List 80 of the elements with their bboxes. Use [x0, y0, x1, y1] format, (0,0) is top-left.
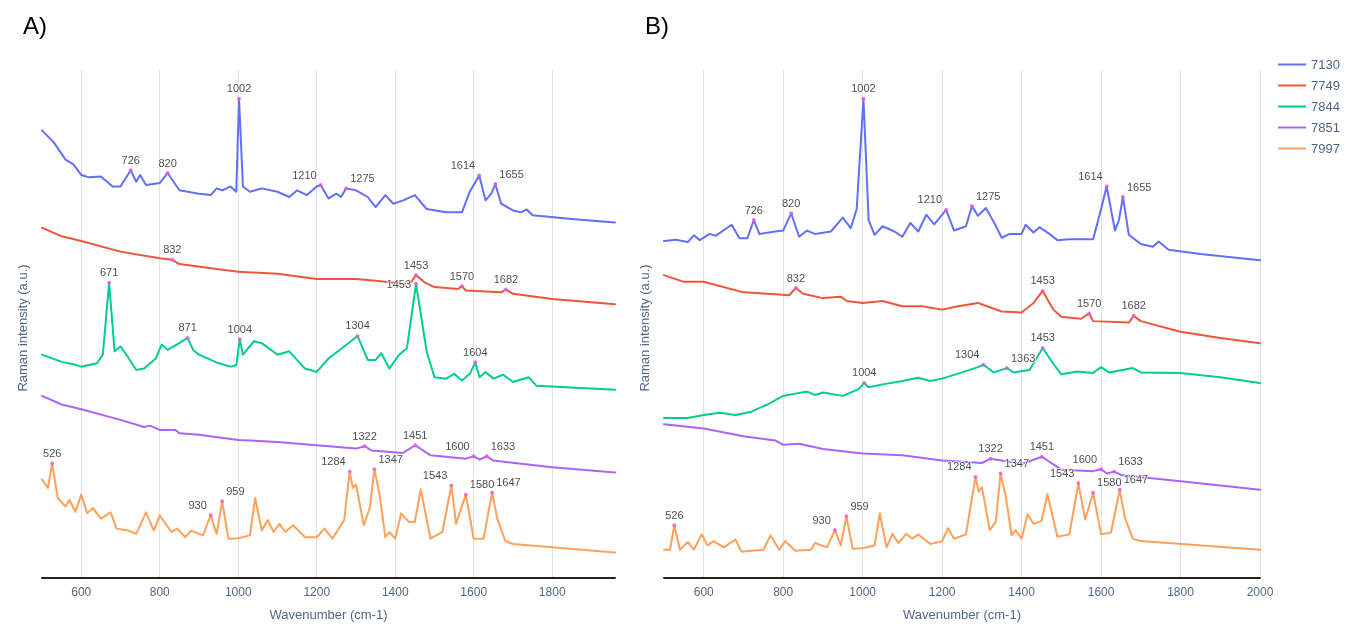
annotation: 1614: [450, 158, 476, 171]
x-tick-label: 1000: [224, 585, 252, 599]
annotation: 959: [226, 484, 245, 497]
annotation: 1580: [1097, 476, 1122, 489]
annotation: 1284: [947, 460, 972, 473]
annotation: 959: [850, 499, 869, 512]
annotation: 1682: [493, 272, 519, 285]
annotation: 526: [665, 508, 684, 521]
annotation: 526: [43, 446, 62, 459]
annotation: 1453: [1030, 274, 1055, 287]
chart-title: B): [645, 11, 669, 39]
annotation: 1604: [463, 345, 488, 358]
x-tick-label: 1800: [538, 585, 566, 599]
annotation: 1570: [449, 269, 475, 282]
annotation: 1453: [403, 258, 429, 271]
legend-label: 7130: [1311, 57, 1340, 72]
annotation: 1453: [1030, 331, 1055, 344]
annotation: 1570: [1076, 296, 1102, 309]
annotation: 726: [121, 153, 140, 166]
annotation: 671: [99, 266, 119, 279]
annotation: 1002: [226, 82, 252, 95]
legend-label: 7851: [1311, 120, 1340, 135]
annotation: 1655: [499, 167, 524, 180]
annotation: 1682: [1121, 299, 1146, 312]
annotation: 1322: [978, 442, 1003, 455]
x-tick-label: 1000: [849, 585, 877, 599]
annotation: 1284: [321, 455, 346, 468]
legend-label: 7749: [1311, 78, 1340, 93]
x-tick-label: 800: [149, 585, 171, 599]
annotation: 1304: [345, 319, 370, 332]
annotation: 832: [163, 243, 182, 256]
annotation: 1600: [445, 439, 470, 452]
x-tick-label: 1200: [928, 585, 956, 599]
x-tick-label: 600: [693, 585, 715, 599]
annotation: 1451: [1029, 440, 1055, 453]
annotation: 1002: [851, 82, 876, 95]
y-axis-title: Raman intensity (a.u.): [14, 264, 30, 392]
annotation: 1363: [1010, 351, 1036, 364]
annotation: 1004: [852, 366, 877, 379]
annotation: 1655: [1126, 180, 1152, 193]
annotation: 1304: [954, 348, 980, 361]
annotation: 1600: [1072, 452, 1098, 465]
x-tick-label: 800: [773, 585, 794, 599]
annotation: 1647: [1123, 473, 1149, 486]
x-tick-label: 1800: [1167, 585, 1195, 599]
chart-title: A): [23, 11, 47, 39]
annotation: 930: [188, 498, 207, 511]
annotation: 1275: [350, 171, 375, 184]
annotation: 820: [158, 156, 177, 169]
annotation: 930: [812, 513, 831, 526]
annotation: 1451: [402, 428, 428, 441]
annotation: 820: [781, 196, 801, 209]
annotation: 1633: [490, 439, 516, 452]
annotation: 1614: [1078, 169, 1103, 182]
legend-label: 7844: [1311, 99, 1340, 114]
x-tick-label: 1600: [1087, 585, 1115, 599]
annotation: 1543: [1049, 466, 1075, 479]
annotation: 1347: [378, 452, 403, 465]
annotation: 1543: [422, 469, 448, 482]
annotation: 1322: [352, 429, 377, 442]
x-axis-title: Wavenumber (cm-1): [903, 607, 1021, 622]
annotation: 1275: [975, 189, 1001, 202]
x-tick-label: 1200: [303, 585, 331, 599]
x-tick-label: 2000: [1246, 585, 1274, 599]
x-tick-label: 600: [71, 585, 92, 599]
y-axis-title: Raman intensity (a.u.): [636, 264, 652, 392]
x-tick-label: 1400: [1008, 585, 1036, 599]
legend-label: 7997: [1311, 141, 1340, 156]
annotation: 726: [744, 203, 763, 216]
annotation: 871: [178, 321, 197, 334]
annotation: 832: [786, 271, 806, 284]
annotation: 1210: [917, 193, 943, 206]
x-axis-title: Wavenumber (cm-1): [269, 607, 388, 622]
annotation: 1210: [292, 168, 317, 181]
annotation: 1633: [1118, 455, 1143, 468]
annotation: 1580: [469, 478, 495, 491]
x-tick-label: 1600: [460, 585, 488, 599]
x-tick-label: 1400: [381, 585, 409, 599]
annotation: 1004: [227, 322, 253, 335]
annotation: 1647: [496, 476, 521, 489]
